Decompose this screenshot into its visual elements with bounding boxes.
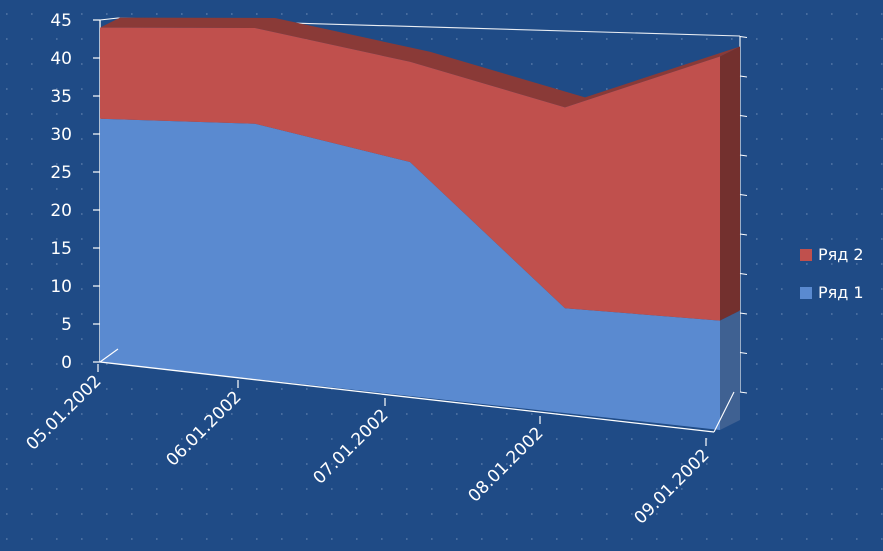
back-wall-corner-line <box>99 17 119 21</box>
y-tick-label: 15 <box>50 239 72 259</box>
x-tick-label: 06.01.2002 <box>163 387 246 470</box>
series-1-area <box>100 118 720 431</box>
back-wall-tick <box>739 391 748 394</box>
series-2-area <box>100 27 720 321</box>
x-tick-label: 07.01.2002 <box>310 405 393 488</box>
x-axis-depth-line <box>713 391 735 433</box>
y-tick-label: 35 <box>50 87 72 107</box>
back-wall-tick <box>739 312 748 315</box>
back-wall-tick <box>739 273 748 275</box>
series-1-side-face <box>720 310 740 430</box>
x-axis-line <box>99 361 715 433</box>
y-tick-label: 25 <box>50 163 72 183</box>
back-wall-tick <box>739 194 748 196</box>
y-tick-label: 0 <box>61 353 72 373</box>
x-axis-left-depth-line <box>99 348 119 363</box>
legend-swatch <box>800 249 812 261</box>
y-tick-label: 45 <box>50 11 72 31</box>
legend-label: Ряд 2 <box>818 245 864 264</box>
x-tick-label: 09.01.2002 <box>631 445 714 528</box>
back-wall-tick <box>739 75 748 78</box>
back-wall-tick <box>739 154 748 157</box>
series-2-side-face <box>720 46 740 321</box>
y-tick-label: 10 <box>50 277 72 297</box>
legend-swatch <box>800 287 812 299</box>
back-wall-tick <box>739 233 748 236</box>
back-wall-tick <box>739 36 748 38</box>
y-tick-label: 40 <box>50 49 72 69</box>
series-2-top-face <box>100 17 740 108</box>
x-tick-label: 05.01.2002 <box>23 371 106 454</box>
y-tick-label: 30 <box>50 125 72 145</box>
back-wall-tick <box>739 115 748 117</box>
y-tick-label: 20 <box>50 201 72 221</box>
y-tick-label: 5 <box>61 315 72 335</box>
back-wall-tick <box>739 352 748 354</box>
x-tick-label: 08.01.2002 <box>465 423 548 506</box>
legend-label: Ряд 1 <box>818 283 864 302</box>
